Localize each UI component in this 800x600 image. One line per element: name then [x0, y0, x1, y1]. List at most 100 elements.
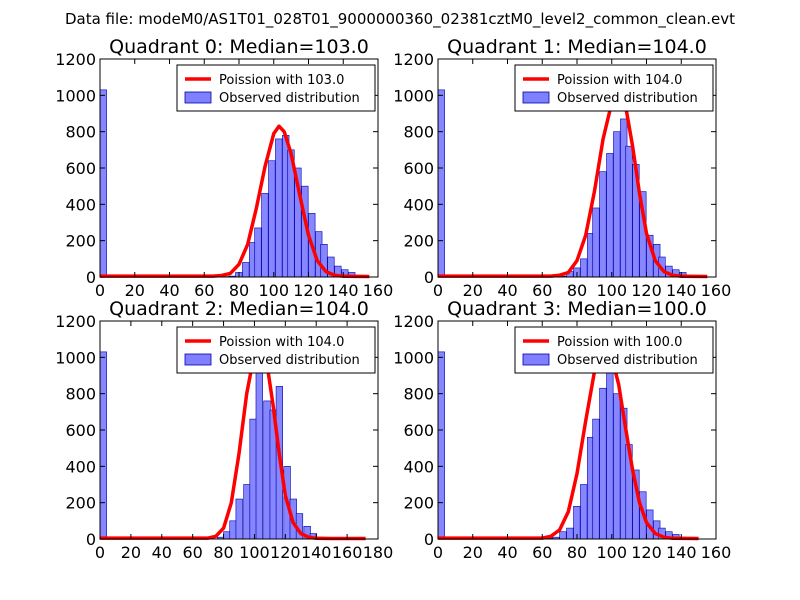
- legend: Poission with 104.0 Observed distribution: [514, 64, 714, 112]
- histogram-bar: [437, 351, 445, 540]
- histogram-bar: [223, 531, 231, 540]
- x-tick-label: 80: [567, 281, 587, 300]
- y-tick-label: 1000: [393, 348, 434, 367]
- x-tick-label: 80: [229, 281, 249, 300]
- y-tick-label: 600: [65, 159, 96, 178]
- histogram-bar: [249, 418, 257, 540]
- y-tick-label: 1000: [393, 86, 434, 105]
- legend: Poission with 103.0 Observed distribution: [176, 64, 376, 112]
- x-tick-label: 140: [666, 281, 697, 300]
- x-tick-label: 20: [463, 281, 483, 300]
- legend-observed-swatch: [522, 353, 550, 366]
- legend-observed-label: Observed distribution: [219, 353, 360, 368]
- y-tick-label: 400: [65, 195, 96, 214]
- legend-observed-swatch: [184, 353, 212, 366]
- y-tick-label: 200: [403, 494, 434, 513]
- x-tick-label: 140: [666, 543, 697, 562]
- histogram-bar: [255, 364, 263, 540]
- histogram-bar: [242, 262, 250, 278]
- legend-observed-label: Observed distribution: [557, 353, 698, 368]
- y-tick-label: 800: [65, 385, 96, 404]
- y-tick-label: 1000: [55, 348, 96, 367]
- y-tick-label: 1200: [393, 50, 434, 69]
- quadrant-2-panel: 0 20 40 60 80 100 120 140 160 180 0 200 400 600 800 100…: [55, 298, 393, 562]
- histogram-bar: [592, 207, 600, 278]
- y-tick-label: 0: [424, 530, 434, 549]
- x-tick-label: 100: [239, 543, 270, 562]
- x-tick-label: 120: [631, 281, 662, 300]
- histogram-bar: [229, 520, 237, 540]
- x-tick-label: 40: [497, 543, 517, 562]
- histogram-bar: [437, 89, 445, 278]
- legend-observed-swatch: [522, 91, 550, 104]
- x-tick-label: 100: [596, 281, 627, 300]
- y-tick-label: 200: [65, 494, 96, 513]
- y-tick-label: 600: [403, 421, 434, 440]
- histogram-bar: [606, 153, 614, 278]
- x-tick-label: 60: [194, 281, 214, 300]
- x-tick-label: 160: [332, 543, 363, 562]
- histogram-bar: [606, 366, 614, 540]
- histogram-bar: [99, 351, 107, 540]
- quadrant-3-panel: 0 20 40 60 80 100 120 140 160 0 200 400 600 800 1000 12…: [393, 298, 731, 562]
- x-tick-label: 120: [270, 543, 301, 562]
- legend-fit-label: Poission with 103.0: [219, 73, 344, 88]
- x-tick-label: 40: [159, 281, 179, 300]
- legend-observed-label: Observed distribution: [219, 91, 360, 106]
- y-tick-label: 0: [424, 268, 434, 287]
- histogram-bar: [99, 89, 107, 278]
- x-tick-label: 100: [258, 281, 289, 300]
- y-tick-label: 0: [86, 268, 96, 287]
- x-tick-label: 120: [293, 281, 324, 300]
- histogram-bar: [235, 498, 243, 540]
- x-tick-label: 60: [532, 543, 552, 562]
- y-tick-label: 200: [403, 232, 434, 251]
- histogram-bar: [261, 193, 269, 278]
- x-tick-label: 60: [532, 281, 552, 300]
- histogram-bar: [580, 484, 588, 540]
- histogram-bar: [613, 131, 621, 278]
- quadrant-2-title: Quadrant 2: Median=104.0: [109, 298, 369, 320]
- histogram-bar: [566, 527, 574, 540]
- x-tick-label: 160: [363, 281, 394, 300]
- x-tick-label: 80: [213, 543, 233, 562]
- y-tick-label: 1000: [55, 86, 96, 105]
- y-tick-label: 400: [65, 457, 96, 476]
- histogram-bar: [599, 171, 607, 278]
- histogram-bar: [592, 418, 600, 540]
- y-tick-label: 1200: [55, 312, 96, 331]
- histogram-bar: [275, 138, 283, 278]
- histogram-bar: [243, 484, 251, 540]
- figure-suptitle: Data file: modeM0/AS1T01_028T01_90000003…: [65, 10, 735, 29]
- histogram-bar: [625, 145, 633, 278]
- histogram-bar: [599, 387, 607, 540]
- histogram-bar: [580, 258, 588, 278]
- histogram-bar: [263, 400, 271, 540]
- y-tick-label: 400: [403, 457, 434, 476]
- y-tick-label: 800: [65, 123, 96, 142]
- x-tick-label: 100: [596, 543, 627, 562]
- histogram-bar: [559, 531, 567, 540]
- x-tick-label: 20: [125, 281, 145, 300]
- legend: Poission with 104.0 Observed distribution: [176, 326, 376, 374]
- subplot-grid: 0 20 40 60 80 100 120 140 1600200400600800100012…: [55, 36, 731, 562]
- y-tick-label: 0: [86, 530, 96, 549]
- x-tick-label: 0: [95, 281, 105, 300]
- quadrant-0-title: Quadrant 0: Median=103.0: [109, 36, 369, 58]
- x-tick-label: 60: [182, 543, 202, 562]
- legend-fit-label: Poission with 104.0: [557, 73, 682, 88]
- histogram-bar: [254, 227, 262, 278]
- x-tick-label: 0: [433, 543, 443, 562]
- y-tick-label: 1200: [55, 50, 96, 69]
- x-tick-label: 0: [433, 281, 443, 300]
- y-tick-label: 1200: [393, 312, 434, 331]
- x-tick-label: 140: [328, 281, 359, 300]
- quadrant-0-panel: 0 20 40 60 80 100 120 140 160 0 200 400 600 800 1000 12…: [55, 36, 393, 300]
- y-tick-label: 800: [403, 123, 434, 142]
- x-tick-label: 160: [701, 543, 732, 562]
- legend-fit-label: Poission with 100.0: [557, 335, 682, 350]
- y-tick-label: 200: [65, 232, 96, 251]
- quadrant-3-title: Quadrant 3: Median=100.0: [447, 298, 707, 320]
- x-tick-label: 120: [631, 543, 662, 562]
